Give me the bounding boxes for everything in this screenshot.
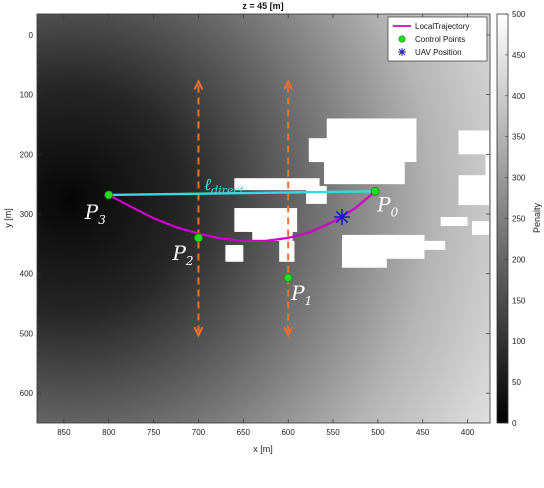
control-point-label: P2: [171, 241, 193, 268]
local-trajectory-line: [108, 190, 376, 242]
y-tick-label: 100: [20, 91, 34, 100]
obstacle-region: [458, 175, 490, 206]
legend-entry-trajectory: LocalTrajectory: [393, 22, 469, 31]
obstacle-region: [485, 148, 490, 179]
control-point-marker: [283, 273, 293, 283]
legend-uav-label: UAV Position: [415, 48, 462, 57]
obstacle-region: [422, 240, 446, 250]
direct-line-label: ℓdirect: [204, 175, 245, 197]
colorbar-label: Penalty: [532, 202, 542, 233]
x-tick-label: 400: [461, 428, 475, 437]
y-axis-label: y [m]: [3, 208, 13, 228]
dashed-arrow-head-down: [283, 326, 294, 338]
obstacle-region: [234, 178, 320, 191]
uav-asterisk-stroke: [335, 210, 349, 224]
plot-area: ℓdirect P0 P1 P2 P3: [36, 13, 491, 424]
y-tick-label: 600: [20, 389, 34, 398]
x-tick-label: 450: [416, 428, 430, 437]
legend-control-point-swatch: [398, 35, 406, 43]
x-tick-label: 600: [281, 428, 295, 437]
colorbar-tick-label: 300: [512, 174, 526, 183]
control-point-marker: [104, 190, 114, 200]
chart-title: z = 45 [m]: [242, 1, 283, 11]
legend: LocalTrajectory Control Points UAV Posit…: [387, 16, 488, 62]
colorbar-tick-label: 100: [512, 337, 526, 346]
overlay-layer: ℓdirect P0 P1 P2 P3: [84, 79, 399, 338]
y-tick-label: 500: [20, 329, 34, 338]
control-point-label: P1: [290, 281, 312, 308]
x-axis-ticks: 850 800 750 700 650 600 550 500 450 400: [57, 14, 475, 437]
colorbar-tick-label: 250: [512, 215, 526, 224]
legend-control-points-label: Control Points: [415, 35, 465, 44]
obstacle-region: [324, 160, 405, 185]
y-tick-label: 300: [20, 210, 34, 219]
x-tick-label: 750: [147, 428, 161, 437]
obstacle-region: [279, 240, 295, 262]
colorbar: 0 50 100 150 200 250 300 350 400 450 500 Penalty: [496, 10, 542, 428]
legend-entry-uav: UAV Position: [398, 48, 462, 57]
x-tick-label: 500: [371, 428, 385, 437]
control-point-marker: [370, 186, 380, 196]
dashed-arrow-head-down: [193, 326, 204, 338]
colorbar-tick-label: 450: [512, 51, 526, 60]
legend-uav-asterisk-icon: [398, 48, 406, 56]
y-tick-label: 200: [20, 150, 34, 159]
obstacle-region: [308, 138, 417, 163]
legend-entry-control-points: Control Points: [398, 35, 465, 44]
obstacle-region: [225, 245, 244, 262]
control-point-label: P3: [84, 200, 106, 227]
colorbar-tick-label: 350: [512, 133, 526, 142]
x-tick-label: 850: [57, 428, 71, 437]
obstacle-region: [440, 217, 468, 226]
obstacle-region: [252, 225, 293, 241]
y-axis-ticks: 0 100 200 300 400 500 600: [20, 31, 490, 398]
legend-trajectory-label: LocalTrajectory: [415, 22, 469, 31]
obstacle-layer: [225, 118, 490, 268]
y-tick-label: 400: [20, 270, 34, 279]
obstacle-region: [377, 234, 425, 259]
x-tick-label: 550: [326, 428, 340, 437]
uav-position-marker: [333, 209, 350, 226]
colorbar-tick-label: 500: [512, 10, 526, 19]
obstacle-region: [306, 185, 327, 204]
dashed-arrow-head-up: [283, 79, 294, 90]
colorbar-tick-label: 50: [512, 378, 521, 387]
x-tick-label: 800: [102, 428, 116, 437]
colorbar-ticks: 0 50 100 150 200 250 300 350 400 450 500: [505, 10, 526, 428]
colorbar-tick-label: 150: [512, 296, 526, 305]
obstacle-region: [326, 118, 417, 141]
colorbar-tick-label: 400: [512, 92, 526, 101]
x-axis-label: x [m]: [253, 444, 273, 454]
control-point-marker: [194, 233, 203, 243]
x-tick-label: 650: [237, 428, 251, 437]
colorbar-tick-label: 200: [512, 255, 526, 264]
obstacle-region: [458, 130, 490, 155]
obstacle-region: [472, 221, 490, 235]
colorbar-tick-label: 0: [512, 419, 517, 428]
direct-line: [108, 190, 376, 197]
dashed-arrow-head-up: [193, 79, 204, 90]
plot-frame: [36, 13, 491, 424]
control-point-label: P0: [376, 192, 398, 219]
y-tick-label: 0: [29, 31, 34, 40]
x-tick-label: 700: [192, 428, 206, 437]
